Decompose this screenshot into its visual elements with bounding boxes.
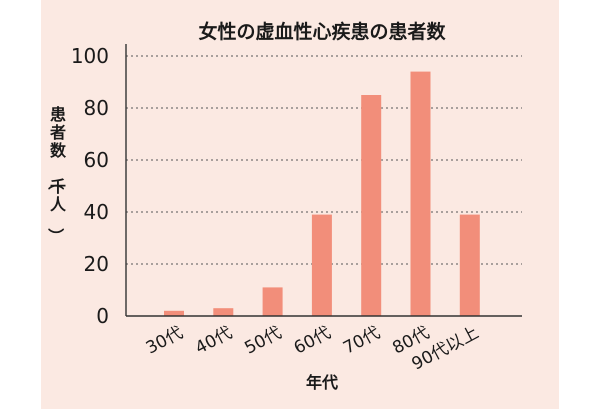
bar [164, 310, 184, 316]
x-tick-label: 70代 [340, 323, 384, 359]
y-axis-label: 患者数（千人） [46, 105, 67, 244]
y-tick-labels: 0 20 40 60 80 100 [71, 44, 109, 328]
y-tick-label: 0 [96, 304, 109, 328]
bars [164, 71, 480, 316]
x-tick-label: 50代 [241, 323, 285, 359]
x-tick-label: 40代 [192, 323, 236, 359]
chart-title: 女性の虚血性心疾患の患者数 [198, 20, 446, 43]
x-tick-label: 60代 [291, 323, 335, 359]
bar [213, 308, 234, 316]
bar [459, 214, 480, 316]
y-tick-label: 60 [84, 148, 109, 172]
y-tick-label: 20 [84, 252, 109, 276]
bar [410, 71, 431, 316]
bar [262, 287, 283, 316]
y-tick-label: 40 [84, 200, 109, 224]
x-axis-label: 年代 [306, 373, 338, 392]
y-tick-label: 80 [84, 96, 109, 120]
y-tick-label: 100 [71, 44, 109, 68]
chart-panel [41, 0, 559, 409]
x-tick-label: 30代 [143, 323, 187, 359]
gridlines [126, 55, 522, 265]
bar [311, 214, 332, 316]
bar [361, 95, 382, 316]
